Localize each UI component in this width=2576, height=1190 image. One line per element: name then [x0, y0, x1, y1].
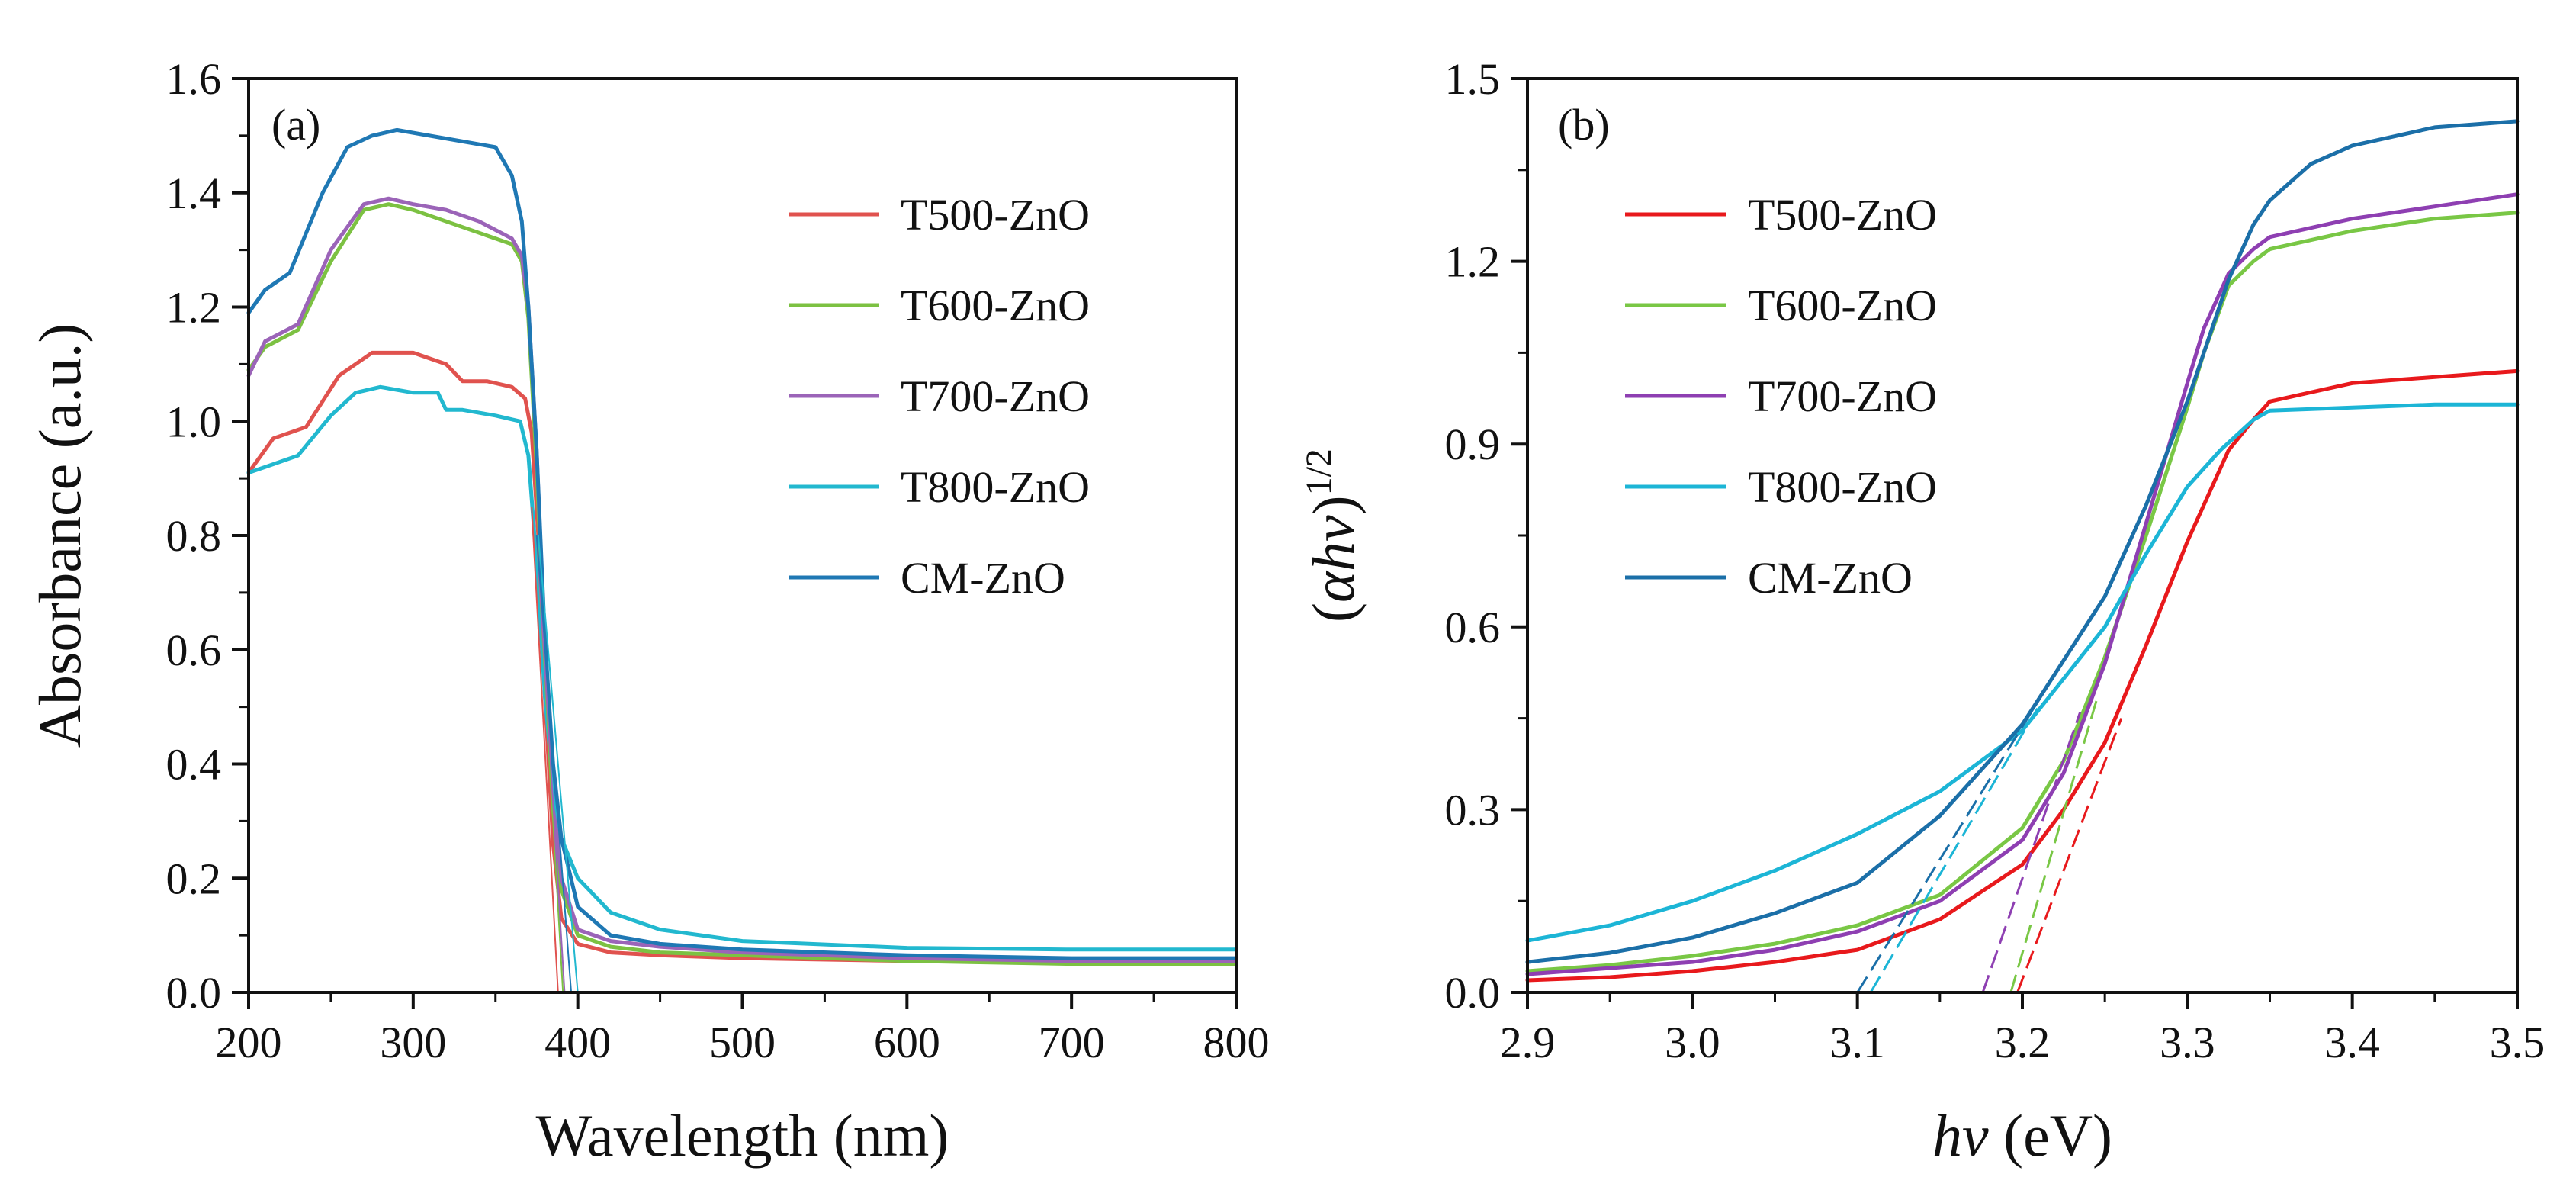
panel-a-y-tick-label: 0.6 — [166, 626, 222, 675]
panel-a-extrapolation-cm-zno — [535, 535, 573, 993]
panel-b-y-tick-label: 0.3 — [1445, 785, 1501, 835]
panel-a-ticks-layer: 0.0 0.2 0.4 0.6 0.8 1.0 1.2 1.4 1.6 200 300 400 500 6… — [166, 54, 1270, 1067]
panel-b-x-axis-title: hv (eV) — [1932, 1102, 2112, 1169]
panel-b-series-line-cm-zno — [1525, 119, 2520, 964]
panel-b-series-line-t600-zno — [1525, 211, 2520, 973]
panel-b-y-tick-label: 1.5 — [1445, 54, 1501, 104]
panel-b-y-axis-superscript: 1/2 — [1299, 449, 1339, 495]
panel-b-y-tick-label: 0.0 — [1445, 968, 1501, 1018]
panel-a-absorbance-chart: 0.0 0.2 0.4 0.6 0.8 1.0 1.2 1.4 1.6 200 300 400 500 6… — [27, 54, 1270, 1169]
panel-b-y-tick-label: 0.6 — [1445, 603, 1501, 652]
panel-b-y-tick-label: 0.9 — [1445, 420, 1501, 469]
panel-b-series-line-t500-zno — [1525, 368, 2520, 983]
panel-b-y-axis-title: (αhv)1/2 — [1299, 449, 1367, 622]
panel-a-series-line-t800-zno — [246, 384, 1238, 952]
panel-b-y-axis-open-paren: ( — [1300, 603, 1367, 622]
panel-b-y-axis-title-italic: αhv — [1300, 515, 1367, 603]
panel-b-series-line-t700-zno — [1525, 192, 2520, 976]
panel-b-y-tick-label: 1.2 — [1445, 237, 1501, 287]
panel-b-x-tick-label: 3.5 — [2490, 1018, 2545, 1067]
panel-a-y-tick-label: 1.6 — [166, 54, 222, 104]
panel-b-x-tick-label: 3.3 — [2160, 1018, 2215, 1067]
panel-a-extrapolation-layer — [531, 507, 579, 993]
panel-a-series-line-cm-zno — [246, 127, 1238, 960]
panel-a-label: (a) — [271, 100, 320, 150]
panel-b-x-axis-title-italic: hv — [1932, 1102, 1989, 1169]
panel-a-y-tick-label: 1.4 — [166, 169, 222, 218]
panel-a-x-tick-label: 300 — [380, 1018, 446, 1067]
panel-b-extrapolation-t600-zno — [2009, 700, 2098, 993]
panel-a-y-tick-label: 0.0 — [166, 968, 222, 1018]
panel-a-y-tick-label: 0.2 — [166, 854, 222, 903]
panel-b-series-line-t800-zno — [1525, 402, 2520, 943]
panel-b-x-tick-label: 3.4 — [2324, 1018, 2380, 1067]
panel-b-x-tick-label: 3.0 — [1665, 1018, 1720, 1067]
panel-a-x-axis-title: Wavelength (nm) — [536, 1102, 949, 1169]
legend-label-t800-zno: T800-ZnO — [1748, 462, 1937, 512]
panel-b-ticks-layer: 0.0 0.3 0.6 0.9 1.2 1.5 2.9 3.0 3.1 3.2 3.3 3.4 3.5 — [1445, 54, 2545, 1067]
legend-label-t600-zno: T600-ZnO — [1748, 281, 1937, 330]
legend-label-t700-zno: T700-ZnO — [1748, 371, 1937, 421]
panel-a-x-tick-label: 500 — [709, 1018, 776, 1067]
panel-b-x-tick-label: 3.1 — [1829, 1018, 1885, 1067]
panel-b-extrapolation-t800-zno — [1869, 705, 2040, 993]
panel-a-legend: T500-ZnO T600-ZnO T700-ZnO T800-ZnO CM-ZnO — [789, 190, 1090, 603]
panel-a-x-tick-label: 600 — [874, 1018, 940, 1067]
panel-b-extrapolation-t500-zno — [2016, 718, 2123, 993]
panel-b-extrapolation-t700-zno — [1981, 712, 2082, 993]
panel-b-x-axis-title-unit: (eV) — [1989, 1102, 2112, 1169]
panel-b-label: (b) — [1558, 100, 1610, 150]
legend-label-t500-zno: T500-ZnO — [1748, 190, 1937, 240]
panel-a-y-tick-label: 1.2 — [166, 283, 222, 333]
legend-label-cm-zno: CM-ZnO — [1748, 553, 1913, 603]
panel-b-y-axis-close-paren: ) — [1300, 495, 1367, 515]
panel-b-extrapolation-cm-zno — [1856, 699, 2040, 993]
panel-b-tauc-chart: 0.00.30.60.91.21.52.9 3.0 3.1 3.2 3.3 3.4 3.5 … — [1299, 54, 2545, 1169]
panel-a-y-tick-label: 0.4 — [166, 740, 222, 790]
panel-a-x-tick-label: 700 — [1039, 1018, 1105, 1067]
legend-label-t800-zno: T800-ZnO — [901, 462, 1090, 512]
legend-label-t500-zno: T500-ZnO — [901, 190, 1090, 240]
panel-b-series-layer — [1525, 119, 2520, 983]
panel-a-y-tick-label: 0.8 — [166, 511, 222, 561]
panel-b-x-tick-label: 3.2 — [1995, 1018, 2051, 1067]
panel-a-extrapolation-t500-zno — [531, 507, 559, 993]
panel-a-x-tick-label: 800 — [1203, 1018, 1270, 1067]
legend-label-t700-zno: T700-ZnO — [901, 371, 1090, 421]
panel-a-y-axis-title: Absorbance (a.u.) — [27, 323, 93, 748]
panel-a-series-line-t500-zno — [246, 350, 1238, 966]
panel-b-legend: T500-ZnO T600-ZnO T700-ZnO T800-ZnO CM-ZnO — [1625, 190, 1937, 603]
panel-a-y-tick-label: 1.0 — [166, 397, 222, 446]
legend-label-t600-zno: T600-ZnO — [901, 281, 1090, 330]
panel-a-extrapolation-t800-zno — [537, 535, 579, 993]
panel-a-x-tick-label: 400 — [544, 1018, 611, 1067]
legend-label-cm-zno: CM-ZnO — [901, 553, 1065, 603]
panel-b-extrapolation-layer — [1856, 699, 2123, 993]
panel-b-x-tick-label: 2.9 — [1500, 1018, 1556, 1067]
panel-a-x-tick-label: 200 — [216, 1018, 282, 1067]
panel-a-extrapolation-t700-zno — [535, 535, 566, 993]
panel-a-series-layer — [246, 127, 1238, 966]
